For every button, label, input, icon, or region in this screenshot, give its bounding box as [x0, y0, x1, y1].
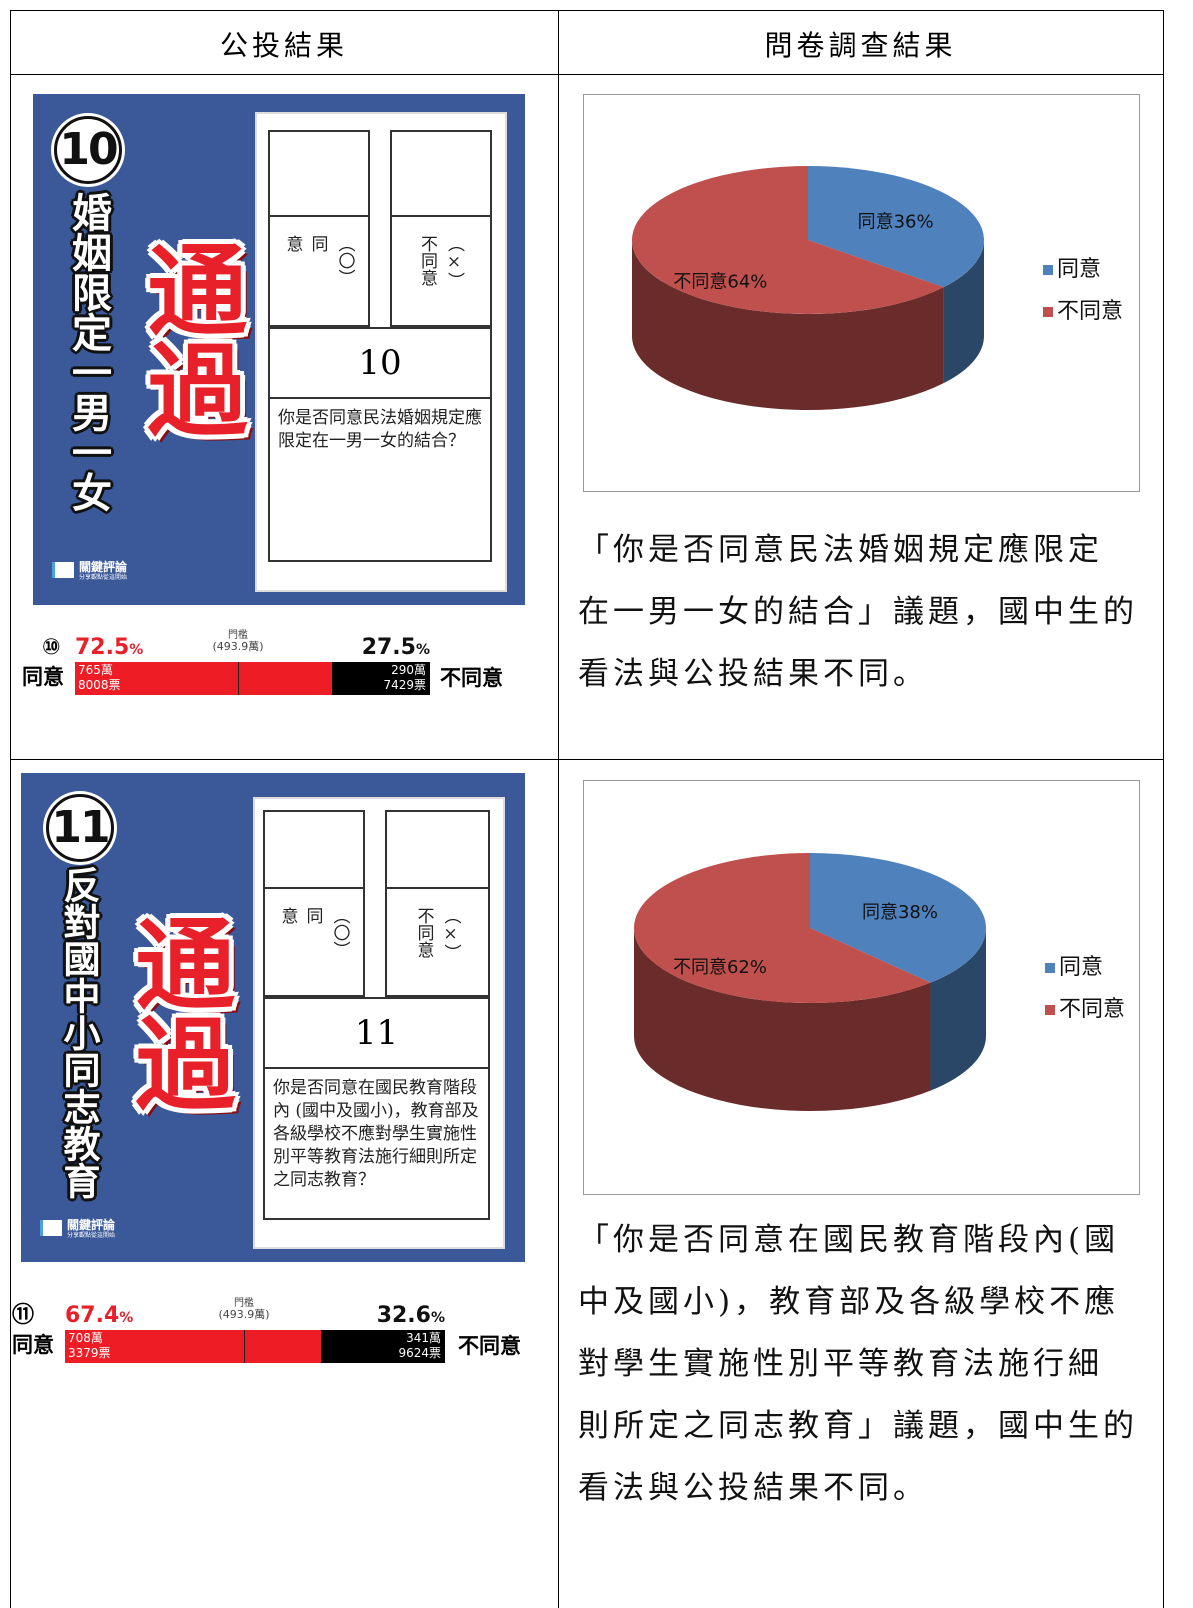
ballot-divider [268, 215, 370, 217]
poster-title: 反對國中小同志教育 [52, 866, 104, 1206]
ballot-option-mark: （×） [439, 907, 464, 977]
brand-logo [40, 1220, 62, 1236]
ballot-question: 你是否同意在國民教育階段內 (國中及國小)，教育部及各級學校不應對學生實施性別平… [263, 1067, 490, 1220]
poster-title: 婚姻限定一男一女 [62, 192, 114, 522]
legend-label: 同意 [1057, 257, 1101, 282]
ballot-option-mark: （〇） [333, 235, 358, 307]
table-border [10, 74, 1164, 75]
ballot-number: 11 [263, 997, 490, 1069]
percent-unit: % [431, 1310, 445, 1326]
result-number: ⑩ [42, 636, 61, 660]
legend-swatch [1045, 963, 1055, 973]
poster-status: 通過 [138, 238, 238, 438]
agree-percent-value: 67.4 [65, 1303, 119, 1328]
disagree-label: 不同意 [458, 1333, 521, 1359]
agree-percent-value: 72.5 [75, 635, 129, 660]
agree-votes: 708萬 [68, 1331, 103, 1346]
threshold-value: (493.9萬) [194, 1309, 294, 1321]
brand-name: 關鍵評論 [79, 560, 127, 574]
disagree-percent: 32.6% [325, 1304, 445, 1330]
table-border [10, 10, 1164, 11]
agree-votes: 8008票 [78, 678, 121, 693]
caption-line: 則所定之同志教育」議題，國中生的 [578, 1398, 1138, 1454]
disagree-label: 不同意 [440, 665, 503, 691]
percent-unit: % [416, 642, 430, 658]
agree-label: 同意 [12, 1332, 54, 1358]
ballot-option: 不同意（×） [385, 907, 490, 977]
ballot-option: 同意（〇） [268, 235, 370, 307]
agree-label: 同意 [22, 664, 64, 690]
brand-tagline: 分享觀點從這開始 [79, 574, 127, 582]
ballot-option-mark: （×） [442, 235, 467, 307]
ballot-number: 10 [268, 327, 492, 399]
ballot-option-label: 不同意 [412, 907, 437, 977]
table-border [10, 10, 11, 1608]
poster-number: 10 [54, 116, 122, 184]
agree-votes: 765萬 [78, 663, 113, 678]
legend-swatch [1045, 1005, 1055, 1015]
disagree-votes: 7429票 [330, 678, 426, 693]
result-number: ⑪ [12, 1304, 34, 1328]
legend-label: 不同意 [1057, 299, 1123, 324]
ballot-divider [263, 887, 365, 889]
disagree-votes: 290萬 [330, 663, 426, 678]
ballot-option: 不同意（×） [390, 235, 492, 307]
legend-swatch [1043, 265, 1053, 275]
pie-label: 同意38% [862, 902, 938, 923]
ballot-option-label: 同意 [276, 907, 326, 977]
table-border [1163, 10, 1164, 1608]
disagree-votes: 341萬 [345, 1331, 441, 1346]
ballot-question: 你是否同意民法婚姻規定應限定在一男一女的結合？ [268, 397, 492, 562]
brand-logo [52, 562, 74, 578]
brand-name: 關鍵評論 [67, 1218, 115, 1232]
table-border [10, 759, 1164, 760]
table-border [558, 10, 559, 1608]
percent-unit: % [119, 1310, 133, 1326]
caption-line: 對學生實施性別平等教育法施行細 [578, 1336, 1103, 1392]
caption-line: 在一男一女的結合」議題，國中生的 [578, 584, 1138, 640]
agree-percent: 72.5% [75, 636, 143, 662]
caption-line: 看法與公投結果不同。 [578, 646, 928, 702]
caption-line: 看法與公投結果不同。 [578, 1460, 928, 1516]
column-header: 問卷調查結果 [558, 24, 1163, 64]
legend-label: 不同意 [1059, 997, 1125, 1022]
threshold-value: (493.9萬) [188, 641, 288, 653]
column-header: 公投結果 [10, 24, 558, 64]
ballot-option-mark: （〇） [328, 907, 353, 977]
brand-tagline: 分享觀點從這開始 [67, 1232, 115, 1240]
threshold-line [244, 1330, 245, 1363]
pie-label: 不同意62% [673, 957, 767, 978]
agree-percent: 67.4% [65, 1304, 133, 1330]
caption-line: 中及國小)，教育部及各級學校不應 [578, 1274, 1119, 1330]
legend-swatch [1043, 307, 1053, 317]
legend-label: 同意 [1059, 955, 1103, 980]
caption-line: 「你是否同意在國民教育階段內(國 [578, 1212, 1119, 1268]
ballot-divider [390, 215, 492, 217]
poster-number: 11 [46, 794, 114, 862]
ballot-option-label: 同意 [281, 235, 331, 307]
poster-status: 通過 [126, 912, 226, 1112]
percent-unit: % [129, 642, 143, 658]
pie-label: 同意36% [858, 212, 934, 233]
ballot-option-label: 不同意 [415, 235, 440, 307]
disagree-percent-value: 27.5 [362, 635, 416, 660]
disagree-percent-value: 32.6 [377, 1303, 431, 1328]
agree-votes: 3379票 [68, 1346, 111, 1361]
disagree-percent: 27.5% [310, 636, 430, 662]
pie-label: 不同意64% [673, 271, 767, 292]
ballot-option: 同意（〇） [263, 907, 365, 977]
threshold-line [238, 662, 239, 695]
ballot-divider [385, 887, 490, 889]
caption-line: 「你是否同意民法婚姻規定應限定 [578, 522, 1103, 578]
disagree-votes: 9624票 [345, 1346, 441, 1361]
page: 公投結果 問卷調查結果 10婚姻限定一男一女通過關鍵評論分享觀點從這開始同意（〇… [0, 0, 1193, 1608]
